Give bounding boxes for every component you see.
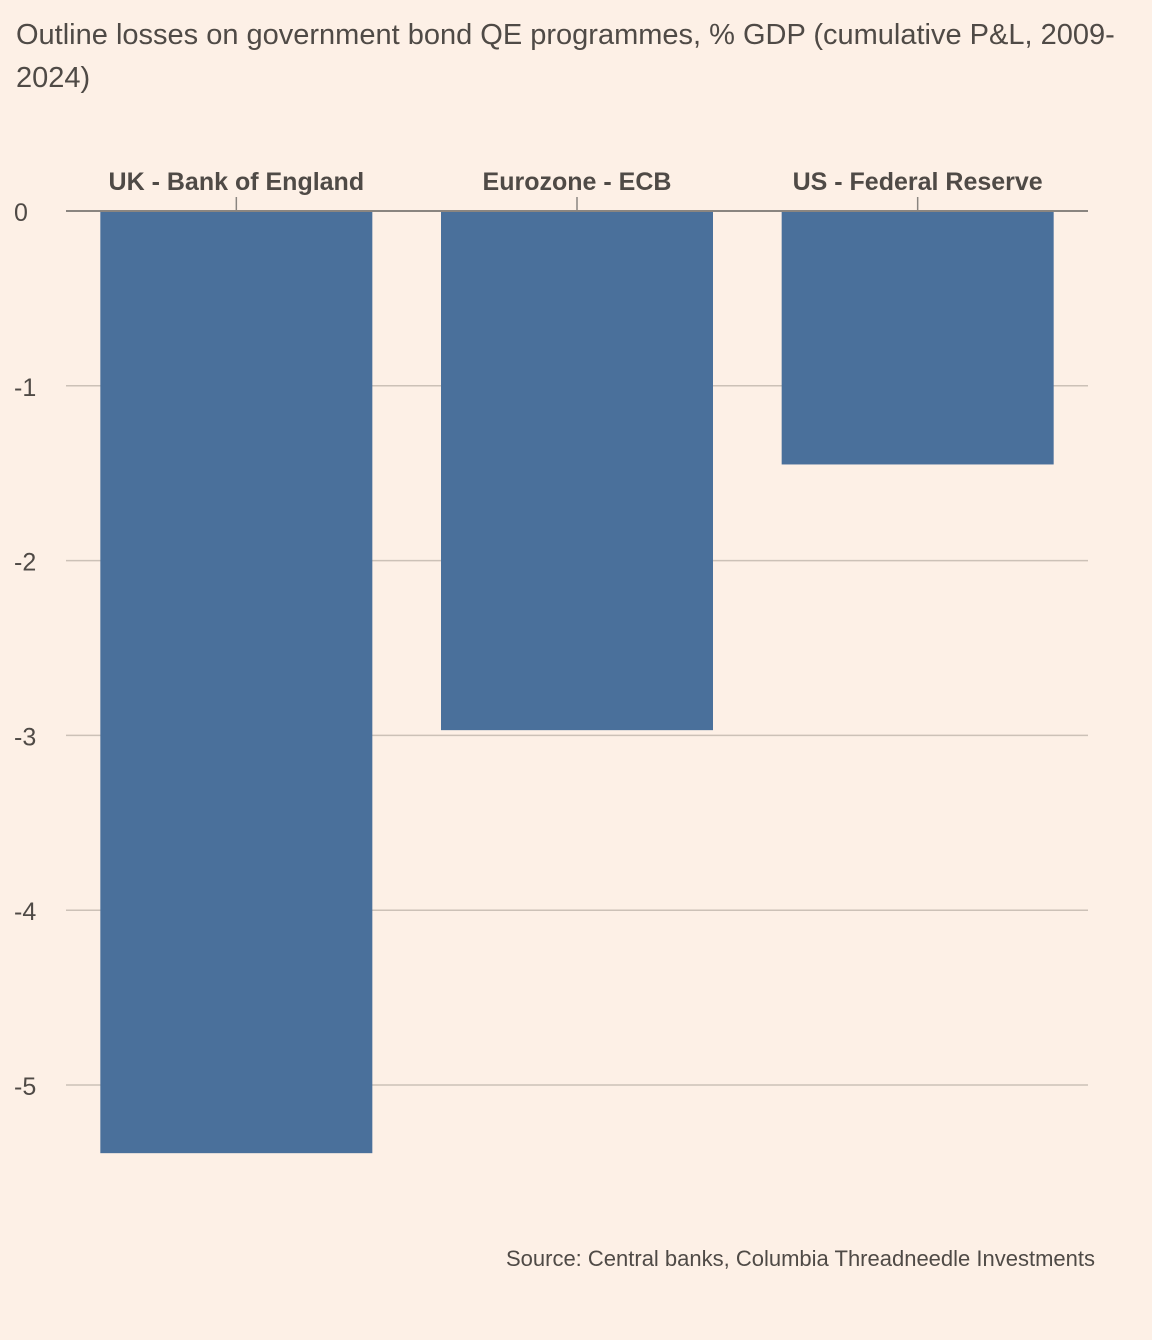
category-label: UK - Bank of England <box>109 168 365 196</box>
y-tick-label: -1 <box>14 374 36 402</box>
bar <box>100 211 373 1154</box>
y-tick-label: -5 <box>14 1073 36 1101</box>
bar <box>781 211 1054 465</box>
axes: 0 -1 -2 -3 -4 -5 UK - Bank of England Eurozone … <box>14 168 1088 1101</box>
y-tick-label: -2 <box>14 549 36 577</box>
category-label: Eurozone - ECB <box>483 168 672 196</box>
bars <box>100 211 1054 1154</box>
y-tick-label: -4 <box>14 898 36 926</box>
y-tick-label: 0 <box>14 199 28 227</box>
bar <box>441 211 713 731</box>
chart-title: Outline losses on government bond QE pro… <box>16 19 1115 94</box>
y-tick-label: -3 <box>14 723 36 751</box>
source-note: Source: Central banks, Columbia Threadne… <box>505 1246 1095 1271</box>
category-label: US - Federal Reserve <box>793 168 1043 196</box>
